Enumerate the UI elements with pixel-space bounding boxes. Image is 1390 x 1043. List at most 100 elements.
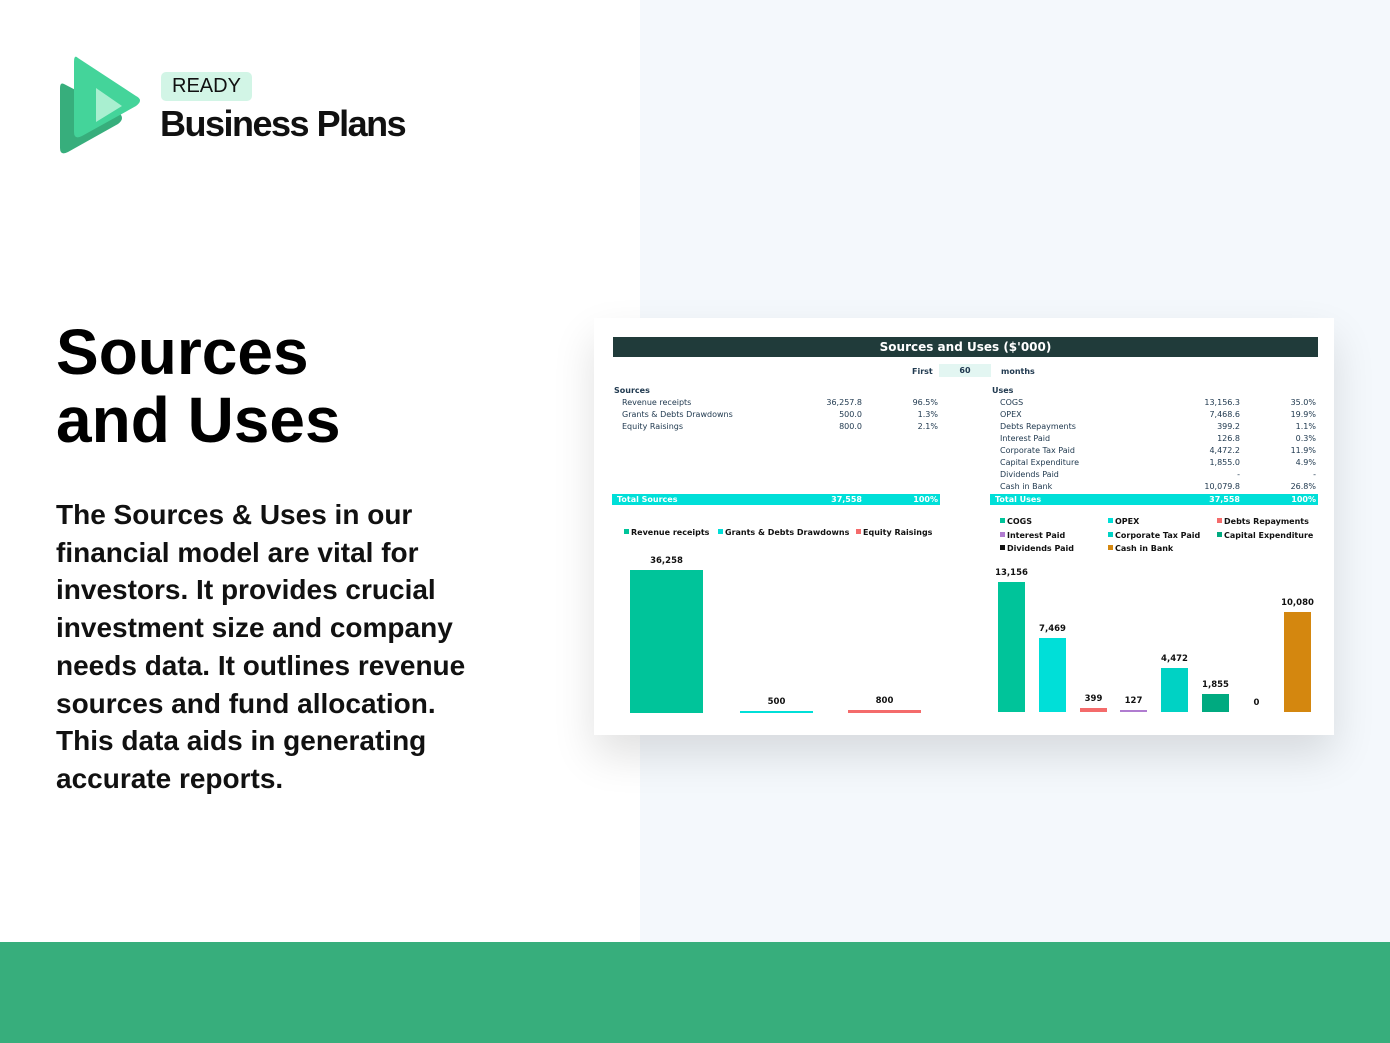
- uses-row-value: 10,079.8: [1204, 482, 1240, 491]
- legend-label: Grants & Debts Drawdowns: [725, 528, 850, 537]
- legend-swatch: [624, 529, 629, 534]
- sources-total-label: Total Sources: [617, 495, 678, 504]
- period-prefix: First: [912, 367, 933, 376]
- data-label: 36,258: [650, 556, 683, 566]
- legend-label: Equity Raisings: [863, 528, 933, 537]
- period-suffix: months: [1001, 367, 1035, 376]
- bar-cogs: [998, 582, 1025, 712]
- legend-item: Equity Raisings: [856, 528, 932, 537]
- legend-swatch: [856, 529, 861, 534]
- uses-row-pct: 35.0%: [1290, 398, 1316, 407]
- bar-interest-paid: [1120, 710, 1147, 712]
- legend-label: Interest Paid: [1007, 531, 1066, 540]
- sources-row-value: 800.0: [839, 422, 862, 431]
- legend-label: Debts Repayments: [1224, 517, 1309, 526]
- data-label: 127: [1124, 696, 1143, 706]
- legend-item: Corporate Tax Paid: [1108, 531, 1200, 540]
- legend-label: COGS: [1007, 517, 1032, 526]
- uses-row-label: Debts Repayments: [1000, 422, 1076, 431]
- footer-band: [0, 942, 1390, 1043]
- bar-grants-debts-drawdowns: [740, 711, 813, 713]
- uses-row-value: -: [1237, 470, 1240, 479]
- uses-total-label: Total Uses: [995, 495, 1042, 504]
- data-label: 0: [1253, 698, 1260, 708]
- legend-label: Capital Expenditure: [1224, 531, 1314, 540]
- uses-row-pct: 4.9%: [1295, 458, 1316, 467]
- data-label: 13,156: [995, 568, 1028, 578]
- sources-heading: Sources: [614, 386, 650, 395]
- sources-row-pct: 96.5%: [912, 398, 938, 407]
- sources-row-value: 500.0: [839, 410, 862, 419]
- data-label: 10,080: [1281, 598, 1314, 609]
- period-input[interactable]: 60: [939, 364, 991, 377]
- legend-item: Grants & Debts Drawdowns: [718, 528, 849, 537]
- legend-label: Corporate Tax Paid: [1115, 531, 1201, 540]
- sources-row-pct: 1.3%: [917, 410, 938, 419]
- sources-row-pct: 2.1%: [917, 422, 938, 431]
- description: The Sources & Uses in our financial mode…: [56, 499, 466, 794]
- sources-row-label: Equity Raisings: [622, 422, 684, 431]
- legend-swatch: [1000, 545, 1005, 550]
- uses-row-value: 1,855.0: [1209, 458, 1240, 467]
- sources-total-row: Total Sources 37,558 100%: [612, 494, 940, 505]
- legend-swatch: [1000, 518, 1005, 523]
- legend-item: Capital Expenditure: [1217, 531, 1313, 540]
- legend-swatch: [1108, 532, 1113, 537]
- uses-row-value: 126.8: [1217, 434, 1240, 443]
- uses-row-value: 399.2: [1217, 422, 1240, 431]
- sources-total-value: 37,558: [831, 495, 862, 504]
- uses-row-label: Dividends Paid: [1000, 470, 1059, 479]
- legend-swatch: [1000, 532, 1005, 537]
- uses-row-value: 7,468.6: [1209, 410, 1240, 419]
- uses-row-pct: 0.3%: [1295, 434, 1316, 443]
- bar-opex: [1039, 638, 1066, 712]
- uses-row-value: 13,156.3: [1204, 398, 1240, 407]
- data-label: 500: [767, 697, 786, 707]
- legend-item: Debts Repayments: [1217, 517, 1309, 526]
- uses-row-label: Corporate Tax Paid: [1000, 446, 1075, 455]
- uses-row-pct: 11.9%: [1290, 446, 1316, 455]
- legend-item: Revenue receipts: [624, 528, 709, 537]
- ready-badge: READY: [161, 72, 252, 101]
- legend-label: Cash in Bank: [1115, 544, 1174, 553]
- uses-row-pct: 1.1%: [1295, 422, 1316, 431]
- page-title: Sources and Uses: [56, 316, 341, 456]
- uses-row-label: COGS: [1000, 398, 1024, 407]
- legend-item: Dividends Paid: [1000, 544, 1074, 553]
- uses-row-label: OPEX: [1000, 410, 1022, 419]
- brand-name: Business Plans: [160, 103, 407, 144]
- data-label: 800: [875, 695, 894, 706]
- legend-item: Cash in Bank: [1108, 544, 1173, 553]
- bar-equity-raisings: [848, 709, 921, 713]
- uses-row-label: Interest Paid: [1000, 434, 1051, 443]
- legend-label: Revenue receipts: [631, 528, 710, 537]
- legend-swatch: [1217, 532, 1222, 537]
- bar-debts-repayments: [1080, 708, 1107, 712]
- uses-row-pct: 26.8%: [1290, 482, 1316, 491]
- legend-item: Interest Paid: [1000, 531, 1065, 540]
- data-label: 7,469: [1039, 624, 1066, 635]
- sources-uses-sheet: Sources and Uses ($'000) First 60 months…: [594, 318, 1334, 735]
- sources-row-value: 36,257.8: [826, 398, 862, 407]
- legend-item: COGS: [1000, 517, 1032, 526]
- legend-label: OPEX: [1115, 517, 1140, 526]
- legend-swatch: [1217, 518, 1222, 523]
- sources-row-label: Grants & Debts Drawdowns: [622, 410, 733, 419]
- legend-item: OPEX: [1108, 517, 1139, 526]
- sources-total-pct: 100%: [913, 495, 938, 504]
- uses-total-pct: 100%: [1291, 495, 1316, 504]
- logo-icon: [60, 56, 140, 154]
- bar-cash-in-bank: [1284, 612, 1311, 712]
- data-label: 4,472: [1161, 653, 1188, 664]
- uses-row-pct: -: [1313, 470, 1316, 479]
- bar-corporate-tax-paid: [1161, 667, 1188, 712]
- legend-swatch: [718, 529, 723, 534]
- uses-row-label: Cash in Bank: [1000, 482, 1053, 491]
- legend-swatch: [1108, 518, 1113, 523]
- data-label: 1,855: [1202, 679, 1229, 690]
- uses-row-value: 4,472.2: [1209, 446, 1240, 455]
- uses-row-pct: 19.9%: [1290, 410, 1316, 419]
- bar-revenue-receipts: [630, 570, 703, 713]
- bar-capital-expenditure: [1202, 693, 1229, 712]
- legend-label: Dividends Paid: [1007, 544, 1074, 553]
